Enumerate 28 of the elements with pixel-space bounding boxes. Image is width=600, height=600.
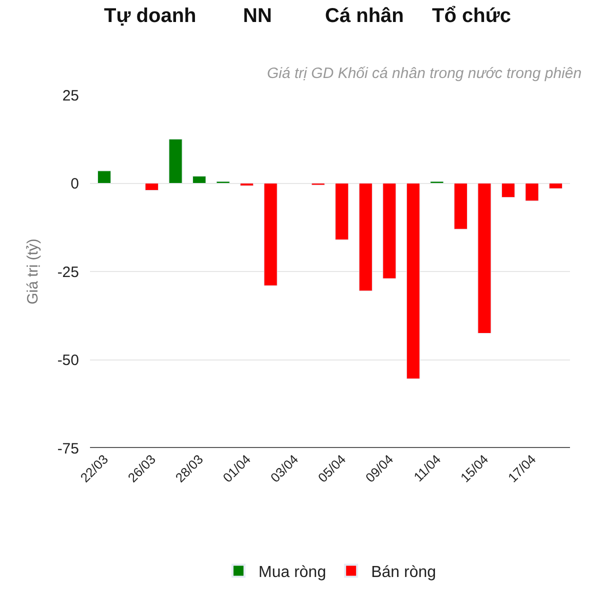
- bar: [168, 138, 182, 184]
- bar: [501, 183, 515, 198]
- bar: [358, 183, 372, 292]
- text: Cá nhân: [325, 5, 404, 27]
- text: Tự doanh: [104, 5, 196, 27]
- bar: [382, 183, 396, 279]
- text: NN: [243, 5, 272, 27]
- y-tick-label: -50: [57, 352, 79, 369]
- bar: [454, 183, 468, 230]
- y-tick-label: 25: [62, 87, 79, 104]
- bar: [264, 183, 278, 286]
- y-axis-title: Giá trị (tỷ): [24, 238, 42, 304]
- bar: [525, 183, 539, 202]
- bar: [478, 183, 492, 334]
- y-tick-label: 0: [70, 176, 79, 192]
- bar: [192, 176, 206, 184]
- bar: [240, 183, 254, 186]
- bar: [335, 183, 349, 240]
- bar: [548, 183, 563, 189]
- legend-label: Bán ròng: [371, 564, 436, 582]
- chart-subtitle: Giá trị GD Khối cá nhân trong nước trong phiên: [267, 65, 582, 82]
- bar: [406, 183, 420, 380]
- y-tick-label: -25: [57, 264, 79, 281]
- bar: [145, 183, 159, 191]
- bar: [97, 170, 112, 184]
- legend-label: Mua ròng: [258, 564, 326, 582]
- y-tick-label: -75: [57, 440, 79, 458]
- text: Tổ chức: [432, 5, 511, 27]
